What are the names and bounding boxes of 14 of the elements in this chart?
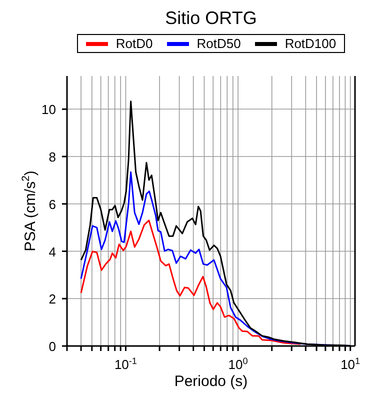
x-axis-title: Periodo (s) xyxy=(174,373,248,390)
legend-label: RotD100 xyxy=(284,36,336,51)
y-tick-label: 6 xyxy=(48,196,56,212)
x-tick-label: 10$^{-1}$ xyxy=(114,356,138,372)
x-tick-label: 10$^{1}$ xyxy=(340,356,360,372)
legend-label: RotD0 xyxy=(116,36,153,51)
y-tick-label: 0 xyxy=(48,339,56,354)
y-tick-label: 10 xyxy=(42,102,56,118)
legend-label: RotD50 xyxy=(196,36,241,51)
x-tick-label: 10$^{0}$ xyxy=(228,356,248,372)
chart-title: Sitio ORTG xyxy=(164,8,258,29)
y-tick-label: 4 xyxy=(48,244,56,260)
y-tick-label: 2 xyxy=(48,292,56,307)
y-tick-label: 8 xyxy=(48,150,56,165)
